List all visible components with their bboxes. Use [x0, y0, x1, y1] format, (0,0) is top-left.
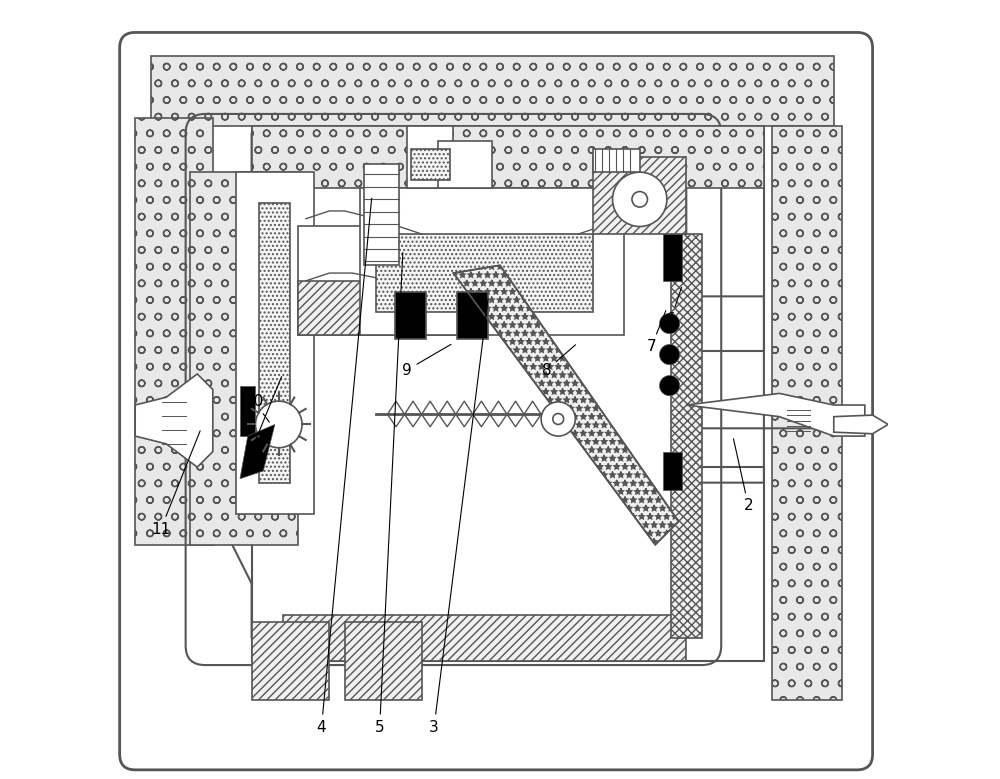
Bar — [593, 157, 686, 234]
Bar — [671, 234, 702, 638]
Bar — [135, 118, 213, 545]
Circle shape — [660, 344, 680, 365]
Bar — [298, 280, 469, 335]
Bar — [663, 234, 682, 280]
Text: 5: 5 — [375, 252, 403, 735]
Polygon shape — [135, 374, 213, 467]
Bar — [151, 56, 834, 125]
Circle shape — [660, 313, 680, 333]
Bar — [663, 452, 682, 491]
Text: 3: 3 — [429, 299, 488, 735]
Polygon shape — [252, 125, 764, 661]
Polygon shape — [453, 266, 679, 545]
Bar — [360, 188, 624, 335]
Bar — [345, 622, 422, 700]
Bar — [259, 203, 290, 483]
Polygon shape — [834, 415, 888, 434]
Text: 2: 2 — [733, 439, 753, 513]
Text: 4: 4 — [317, 198, 372, 735]
Circle shape — [553, 414, 564, 425]
Bar — [236, 172, 314, 513]
Circle shape — [255, 401, 302, 448]
Bar — [240, 386, 255, 436]
Bar — [283, 615, 686, 661]
Polygon shape — [240, 425, 275, 479]
Bar — [376, 234, 593, 312]
Bar — [252, 125, 764, 188]
Circle shape — [613, 172, 667, 227]
Bar — [772, 125, 842, 700]
Bar — [252, 622, 329, 700]
FancyBboxPatch shape — [120, 33, 873, 770]
Text: 10: 10 — [244, 393, 269, 422]
Polygon shape — [686, 393, 865, 436]
Text: 8: 8 — [542, 345, 576, 378]
Bar — [457, 292, 488, 339]
Text: 6: 6 — [666, 287, 682, 327]
Text: 11: 11 — [151, 431, 200, 537]
Bar — [190, 172, 298, 545]
Bar — [298, 227, 469, 335]
Circle shape — [632, 192, 647, 207]
Bar — [438, 141, 492, 188]
Circle shape — [660, 375, 680, 396]
Text: 9: 9 — [402, 344, 451, 378]
Circle shape — [541, 402, 575, 436]
Bar — [411, 149, 450, 180]
Text: 1: 1 — [243, 376, 282, 467]
Bar — [395, 292, 426, 339]
Bar — [407, 125, 453, 188]
Bar — [364, 164, 399, 266]
Bar — [593, 149, 640, 172]
Text: 7: 7 — [647, 311, 666, 354]
